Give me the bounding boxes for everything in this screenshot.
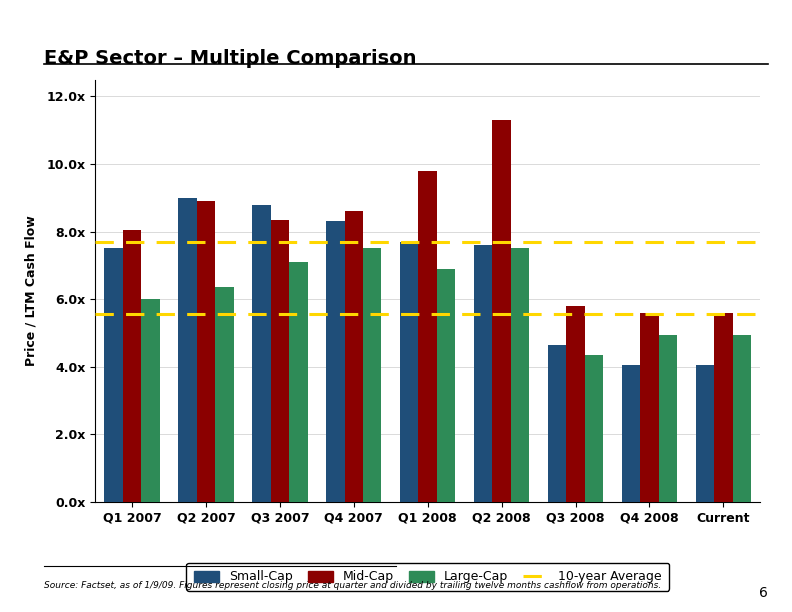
Bar [584,355,604,502]
Bar [196,201,215,502]
Bar [733,335,751,502]
Bar [326,222,345,502]
Bar [566,306,584,502]
Bar [271,220,289,502]
Bar [548,345,566,502]
Legend: Small-Cap, Mid-Cap, Large-Cap, 10-year Average: Small-Cap, Mid-Cap, Large-Cap, 10-year A… [186,563,669,591]
Bar [141,299,160,502]
Bar [178,198,196,502]
Bar [345,211,363,502]
Bar [714,313,733,502]
Bar [437,269,455,502]
Bar [418,171,437,502]
Text: E&P Sector – Multiple Comparison: E&P Sector – Multiple Comparison [44,49,416,68]
Bar [511,248,529,502]
Bar [252,204,271,502]
Bar [659,335,677,502]
Bar [123,230,141,502]
Bar [400,242,418,502]
Y-axis label: Price / LTM Cash Flow: Price / LTM Cash Flow [25,215,38,366]
Bar [474,245,493,502]
Bar [493,120,511,502]
Bar [640,313,659,502]
Text: 6: 6 [760,586,768,600]
Bar [363,248,382,502]
Bar [105,248,123,502]
Bar [215,287,234,502]
Bar [695,365,714,502]
Bar [289,262,307,502]
Bar [622,365,640,502]
Text: Source: Factset, as of 1/9/09. Figures represent closing price at quarter and di: Source: Factset, as of 1/9/09. Figures r… [44,581,661,591]
